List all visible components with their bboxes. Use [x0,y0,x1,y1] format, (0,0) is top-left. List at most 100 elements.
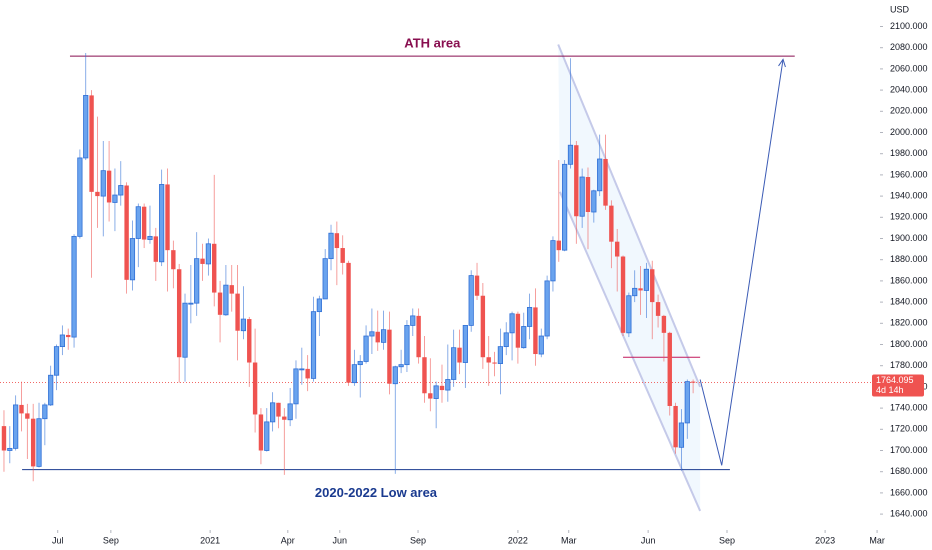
candle-body [410,315,416,326]
candle-body [258,414,264,451]
x-tick-label: Sep [719,535,735,545]
candle-body [264,421,270,451]
candle-body [112,194,118,203]
candle-body [1,426,7,451]
candle-body [194,258,200,304]
x-tick-label: Sep [410,535,426,545]
candle-body [591,190,597,213]
candle-body [363,335,369,362]
candle-body [380,329,387,343]
candle-body [526,306,533,327]
candle-body [282,416,287,420]
y-tick-label: 1640.000 [890,508,928,518]
candle-body [661,315,667,333]
candle-body [276,402,281,417]
candle-body [433,385,439,399]
x-tick-label: Jul [52,535,64,545]
candle-body [141,206,147,240]
candle-body [439,385,445,391]
candle-body [474,275,480,296]
candle-body [497,346,503,364]
candle-body [95,191,100,197]
candle-body [25,413,30,419]
y-tick-label: 1720.000 [890,424,928,434]
candle-body [567,144,574,165]
candle-body [322,258,328,300]
y-tick-label: 1820.000 [890,318,928,328]
y-tick-label: 1980.000 [890,148,928,158]
candle-body [451,347,457,380]
candle-body [48,374,54,406]
x-tick-label: Sep [103,535,119,545]
y-tick-label: 1900.000 [890,233,928,243]
y-tick-label: 2020.000 [890,106,928,116]
y-tick-label: 2040.000 [890,84,928,94]
candle-body [521,326,527,349]
candle-body [7,447,13,451]
candle-body [71,235,77,338]
candle-body [650,269,655,303]
last-price-box [872,374,924,397]
y-tick-label: 1700.000 [890,445,928,455]
y-tick-label: 2100.000 [890,21,928,31]
x-tick-label: Mar [561,535,577,545]
candle-body [457,347,462,363]
y-tick-label: 1780.000 [890,360,928,370]
last-price-label: 1764.095 [876,375,914,385]
candle-body [252,362,258,415]
candle-body [182,302,188,358]
candle-body [351,364,357,384]
candle-body [83,95,89,159]
y-tick-label: 1920.000 [890,212,928,222]
countdown-label: 4d 14h [876,385,904,395]
candle-body [462,325,468,363]
candle-body [632,287,638,297]
candle-body [684,381,690,424]
candle-body [124,185,129,280]
candle-body [603,159,608,206]
candle-body [678,422,685,448]
candle-body [550,240,556,282]
projection-path [699,59,784,466]
candle-body [200,258,205,264]
candle-body [620,256,626,333]
candle-body [673,405,678,448]
channel-fill [558,44,701,511]
candle-body [205,243,211,265]
candle-body [655,302,661,316]
candle-body [118,185,124,196]
candle-body [544,280,550,337]
channel-line [557,44,702,388]
candle-body [667,332,672,406]
candle-body [562,163,568,251]
candle-body [223,284,229,316]
candle-body [212,243,217,293]
candle-body [357,361,363,366]
x-tick-label: Jun [641,535,656,545]
channel-line [559,191,702,512]
y-tick-label: 1840.000 [890,296,928,306]
candle-body [42,404,48,420]
candle-body [310,311,317,379]
y-tick-label: 1800.000 [890,339,928,349]
y-tick-label: 2080.000 [890,42,928,52]
y-tick-label: 1880.000 [890,254,928,264]
x-tick-label: 2022 [508,535,528,545]
y-tick-label: 2000.000 [890,127,928,137]
candle-body [176,269,182,358]
candle-body [538,335,544,355]
candle-body [159,184,165,263]
candle-body [468,275,474,326]
candle-body [270,402,276,423]
candle-body [229,285,234,294]
candle-body [690,381,696,383]
candle-body [59,334,65,348]
candle-body [428,393,433,399]
candle-body [422,357,427,394]
candle-body [486,357,491,363]
candle-body [217,292,223,315]
candle-body [369,331,375,337]
candle-body [597,158,603,192]
